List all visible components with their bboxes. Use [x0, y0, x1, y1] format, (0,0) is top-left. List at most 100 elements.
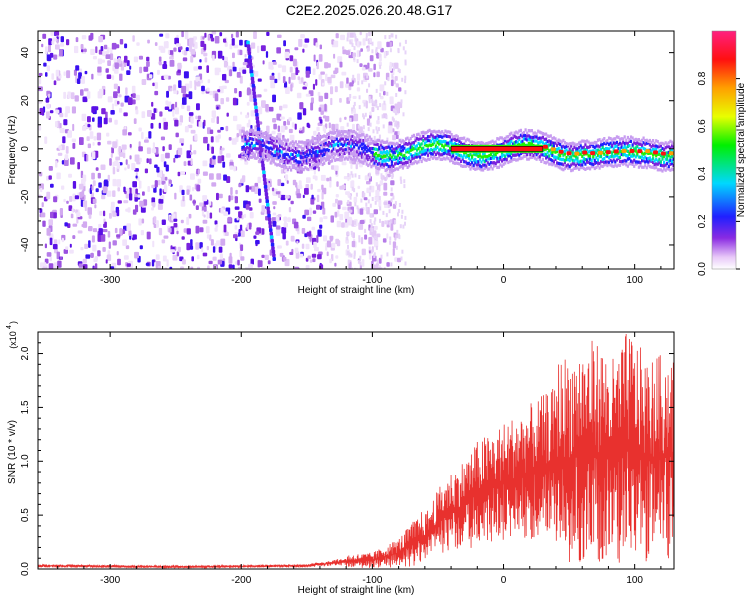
spectrogram-band-pixel	[406, 157, 409, 161]
spectrogram-noise-pixel	[348, 173, 351, 180]
spectrogram-noise-pixel	[239, 249, 243, 258]
spectrogram-band-pixel	[275, 157, 279, 161]
spectrogram-noise-pixel	[194, 84, 197, 91]
spectrogram-noise-pixel	[289, 66, 293, 73]
spectrogram-band-pixel	[252, 144, 255, 148]
spectrogram-noise-pixel	[335, 255, 339, 259]
spectrogram-band-pixel	[379, 154, 382, 158]
spectrogram-noise-pixel	[176, 43, 181, 47]
spectrogram-noise-pixel	[248, 207, 253, 211]
spectrogram-noise-pixel	[354, 173, 357, 178]
spectrogram-band-pixel	[623, 145, 626, 149]
spectrogram-noise-pixel	[359, 261, 362, 266]
spectrogram-band-pixel	[349, 148, 352, 152]
spectrogram-band-pixel	[450, 138, 453, 142]
spectrogram-noise-pixel	[59, 128, 65, 134]
spectrogram-noise-pixel	[63, 119, 68, 126]
spectrogram-band-pixel	[261, 155, 264, 159]
spectrogram-noise-pixel	[124, 43, 128, 49]
spectrogram-noise-pixel	[168, 227, 172, 233]
spectrogram-noise-pixel	[188, 112, 194, 116]
spectrogram-band-pixel	[288, 161, 291, 165]
spectrogram-band-pixel	[357, 146, 360, 150]
spectrogram-noise-pixel	[310, 183, 313, 190]
spectrogram-noise-pixel	[123, 200, 129, 204]
spectrogram-band-pixel	[403, 157, 406, 161]
spectrogram-noise-pixel	[387, 204, 390, 209]
spectrogram-band-pixel	[631, 162, 634, 166]
spectrogram-band-pixel	[285, 157, 288, 161]
spectrogram-band-pixel	[279, 140, 282, 145]
spectrogram-noise-pixel	[72, 223, 78, 227]
spectrogram-band-pixel	[472, 152, 475, 156]
spectrogram-noise-pixel	[223, 174, 227, 181]
spectrogram-band-pixel	[357, 149, 360, 153]
spectrogram-band-pixel	[370, 146, 373, 151]
spectrogram-noise-pixel	[109, 53, 114, 61]
spectrogram-band-pixel	[584, 167, 587, 171]
spectrogram-band-pixel	[280, 145, 283, 149]
spectrogram-noise-pixel	[244, 161, 249, 165]
spectrogram-band-pixel	[302, 160, 305, 164]
spectrogram-band-pixel	[356, 134, 359, 138]
spectrogram-band-pixel	[669, 158, 672, 162]
spectrogram-noise-pixel	[131, 85, 136, 94]
spectrogram-band-pixel	[373, 161, 376, 165]
spectrogram-noise-pixel	[354, 37, 357, 42]
spectrogram-band-pixel	[604, 142, 607, 146]
spectrogram-band-pixel	[249, 155, 252, 159]
spectrogram-band-pixel	[549, 162, 552, 166]
spectrogram-band-pixel	[641, 143, 644, 147]
spectrogram-noise-pixel	[83, 88, 89, 92]
spectrogram-band-pixel	[301, 140, 304, 144]
spectrogram-trace-pixel	[266, 206, 270, 211]
spectrogram-band-pixel	[652, 157, 655, 161]
spectrogram-noise-pixel	[349, 154, 352, 159]
spectrogram-noise-pixel	[240, 111, 243, 115]
spectrogram-band-pixel	[241, 155, 244, 160]
spectrogram-noise-pixel	[376, 106, 379, 111]
snr-series-line	[38, 333, 674, 569]
spectrogram-band-pixel	[486, 157, 489, 161]
spectrogram-band-pixel	[431, 152, 434, 156]
spectrogram-noise-pixel	[88, 227, 93, 232]
spectrogram-noise-pixel	[198, 121, 202, 128]
spectrogram-noise-pixel	[41, 202, 44, 208]
spectrogram-band-pixel	[296, 146, 299, 150]
spectrogram-band-pixel	[343, 140, 346, 144]
spectrogram-band-pixel	[585, 166, 589, 170]
spectrogram-noise-pixel	[358, 160, 361, 165]
spectrogram-band-pixel	[500, 164, 504, 168]
spectrogram-noise-pixel	[304, 38, 310, 43]
spectrogram-noise-pixel	[124, 126, 127, 130]
spectrogram-noise-pixel	[387, 173, 391, 178]
spectrogram-band-pixel	[404, 163, 408, 167]
spectrogram-noise-pixel	[65, 146, 69, 154]
spectrogram-band-pixel	[365, 154, 368, 158]
spectrogram-band-pixel	[653, 148, 656, 152]
spectrogram-noise-pixel	[173, 90, 178, 94]
spectrogram-band-pixel	[436, 130, 439, 134]
spectrogram-band-pixel	[615, 164, 618, 168]
spectrogram-band-pixel	[549, 152, 552, 156]
spectrogram-noise-pixel	[121, 144, 127, 150]
spectrogram-noise-pixel	[238, 211, 243, 219]
spectrogram-noise-pixel	[230, 187, 233, 195]
spectrogram-band-pixel	[423, 131, 426, 135]
spectrogram-band-pixel	[349, 135, 352, 139]
spectrogram-noise-pixel	[49, 52, 54, 58]
spectrogram-band-pixel	[598, 138, 601, 142]
spectrogram-noise-pixel	[110, 153, 113, 158]
spectrogram-band-pixel	[360, 133, 364, 137]
spectrogram-band-pixel	[277, 155, 280, 159]
spectrogram-noise-pixel	[373, 252, 376, 257]
spectrogram-noise-pixel	[354, 267, 356, 269]
spectrogram-noise-pixel	[265, 51, 269, 58]
spectrogram-band-pixel	[313, 151, 316, 155]
spectrogram-band-pixel	[612, 164, 615, 169]
spectrogram-band-pixel	[242, 136, 245, 140]
spectrogram-band-pixel	[335, 142, 338, 146]
spectrogram-band-pixel	[609, 154, 612, 159]
spectrogram-noise-pixel	[137, 176, 140, 181]
spectrogram-band-pixel	[408, 164, 411, 168]
